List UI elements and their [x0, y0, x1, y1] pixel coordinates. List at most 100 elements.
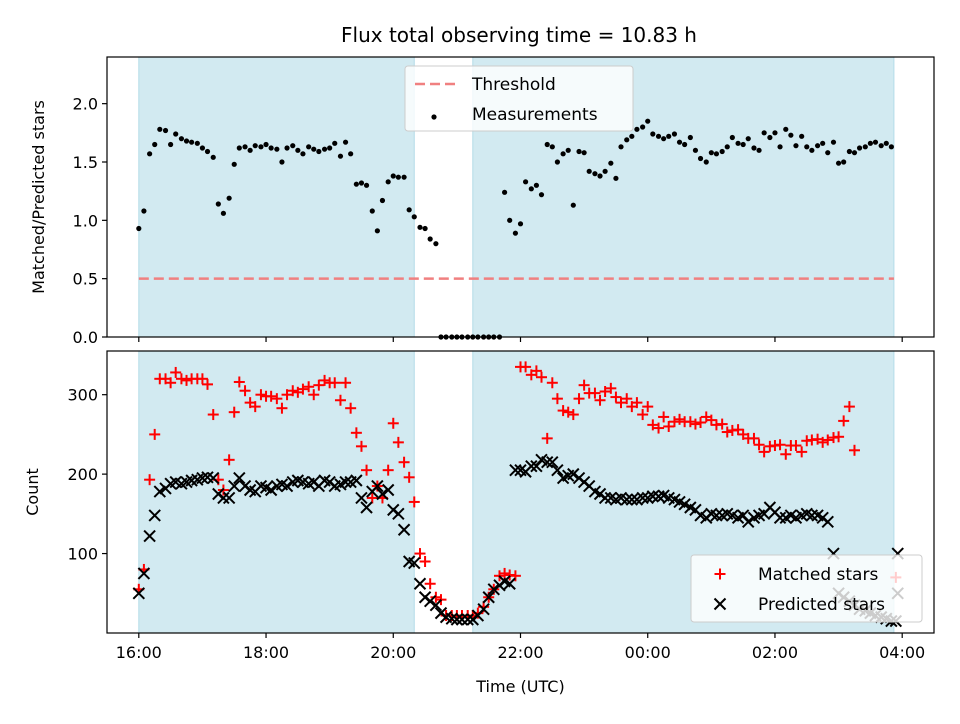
measurement-point: [618, 144, 624, 150]
measurement-point: [316, 148, 322, 155]
predicted-star-marker: [461, 613, 474, 626]
matched-star-marker: [228, 406, 240, 418]
measurement-point: [374, 228, 380, 234]
measurement-point: [809, 147, 815, 153]
matched-star-marker: [621, 393, 633, 405]
matched-star-marker: [366, 492, 378, 504]
chart-title: Flux total observing time = 10.83 h: [341, 23, 697, 47]
matched-star-marker: [319, 374, 331, 386]
measurement-point: [804, 144, 810, 150]
legend-label-threshold: Threshold: [471, 75, 556, 95]
measurement-point: [533, 182, 540, 188]
measurement-point: [640, 124, 646, 130]
matched-star-marker: [196, 373, 208, 385]
top-legend: [404, 65, 634, 132]
measurement-point: [671, 131, 678, 137]
predicted-star-marker: [355, 491, 368, 505]
measurement-point: [692, 147, 699, 153]
matched-star-marker: [175, 373, 187, 385]
x-tick-label: 00:00: [625, 643, 671, 662]
measurement-point: [178, 136, 185, 142]
predicted-star-marker: [196, 471, 209, 485]
predicted-star-marker: [137, 567, 151, 580]
measurement-point: [522, 179, 529, 185]
matched-star-marker: [430, 591, 442, 603]
matched-star-marker: [334, 394, 346, 406]
matched-star-marker: [207, 409, 219, 421]
measurement-point: [608, 160, 614, 166]
measurement-point: [788, 132, 794, 138]
measurement-point: [581, 150, 587, 156]
measurement-point: [157, 126, 163, 132]
measurement-point: [226, 195, 232, 201]
matched-star-marker: [599, 386, 611, 398]
matched-star-marker: [308, 389, 320, 401]
matched-star-marker: [732, 424, 744, 436]
predicted-star-marker: [455, 613, 469, 626]
measurement-point: [655, 133, 662, 139]
matched-star-marker: [202, 378, 214, 390]
predicted-star-marker: [525, 459, 538, 473]
top-y-tick-label: 0.0: [73, 328, 98, 347]
measurement-point: [348, 151, 354, 157]
measurement-point: [888, 144, 894, 150]
measurement-point: [379, 197, 386, 204]
matched-star-marker: [223, 454, 235, 466]
matched-star-marker: [689, 418, 701, 430]
matched-star-marker: [647, 419, 659, 431]
matched-star-marker: [637, 409, 649, 421]
measurement-point: [528, 186, 534, 192]
matched-star-marker: [716, 418, 728, 430]
measurement-point: [570, 202, 576, 208]
measurement-point: [713, 151, 720, 157]
matched-star-marker: [578, 379, 590, 391]
measurement-point: [735, 140, 741, 146]
bottom-y-tick-label: 300: [67, 386, 98, 405]
predicted-star-marker: [228, 479, 241, 493]
measurement-point: [783, 126, 789, 132]
matched-star-marker: [313, 379, 325, 391]
top-y-tick-label: 1.0: [73, 211, 98, 230]
measurement-point: [666, 133, 672, 139]
matched-star-marker: [843, 401, 855, 413]
measurement-point: [199, 145, 206, 151]
measurement-point: [411, 214, 417, 220]
matched-star-marker: [796, 446, 808, 458]
measurement-point: [851, 150, 858, 156]
matched-star-marker: [642, 401, 654, 413]
predicted-star-marker: [620, 493, 633, 506]
measurement-point: [592, 171, 598, 177]
predicted-star-marker: [487, 583, 500, 596]
matched-star-marker: [303, 381, 315, 393]
predicted-star-marker: [339, 475, 352, 489]
measurements-legend-swatch: [431, 114, 437, 120]
measurement-point: [624, 137, 630, 143]
matched-star-marker: [663, 420, 675, 432]
measurement-point: [751, 145, 757, 151]
measurement-point: [290, 143, 296, 149]
measurement-point: [708, 150, 714, 156]
matched-star-marker: [520, 361, 532, 373]
predicted-star-marker: [652, 490, 665, 503]
measurement-point: [772, 130, 778, 136]
measurement-point: [602, 168, 608, 174]
predicted-star-marker: [625, 493, 639, 506]
matched-star-marker: [695, 416, 707, 428]
matched-star-marker: [562, 406, 574, 418]
matched-star-marker: [541, 432, 553, 444]
measurement-point: [204, 148, 211, 155]
x-tick-label: 18:00: [243, 643, 289, 662]
measurement-point: [406, 207, 412, 213]
predicted-star-marker: [408, 556, 421, 570]
predicted-star-marker: [429, 598, 443, 612]
matched-star-marker: [615, 397, 627, 409]
matched-star-marker: [149, 428, 161, 440]
predicted-star-marker: [503, 577, 516, 590]
matched-star-marker: [345, 402, 357, 414]
measurement-point: [395, 174, 401, 180]
measurement-point: [252, 143, 258, 149]
legend-label-measurements: Measurements: [472, 105, 598, 125]
matched-star-marker: [721, 426, 733, 438]
matched-star-marker: [424, 578, 436, 590]
